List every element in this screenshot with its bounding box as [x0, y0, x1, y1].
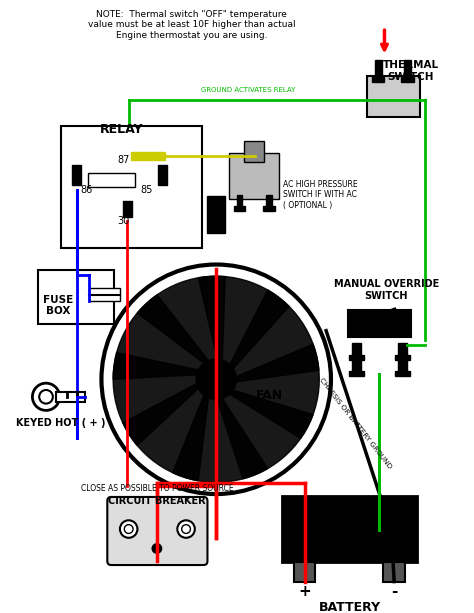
Bar	[88, 173, 135, 187]
Text: 30: 30	[117, 216, 129, 226]
Circle shape	[32, 383, 60, 410]
Bar	[401, 77, 414, 82]
Bar	[266, 196, 272, 209]
Circle shape	[101, 265, 331, 494]
Bar	[395, 371, 410, 376]
Text: +: +	[298, 584, 311, 599]
Text: THERMAL
SWITCH: THERMAL SWITCH	[383, 60, 439, 82]
Bar	[294, 562, 315, 582]
Bar	[372, 77, 384, 82]
Bar	[375, 60, 382, 80]
Circle shape	[182, 525, 191, 533]
Text: RELAY: RELAY	[100, 123, 143, 136]
Text: AC HIGH PRESSURE
SWITCH IF WITH AC
( OPTIONAL ): AC HIGH PRESSURE SWITCH IF WITH AC ( OPT…	[283, 180, 358, 210]
Bar	[245, 141, 264, 162]
Bar	[158, 166, 167, 185]
Bar	[347, 310, 410, 338]
Bar	[61, 126, 201, 248]
Circle shape	[177, 520, 195, 538]
Bar	[234, 206, 246, 211]
Bar	[123, 201, 132, 217]
FancyBboxPatch shape	[107, 497, 208, 565]
Polygon shape	[113, 295, 210, 379]
Polygon shape	[228, 344, 319, 438]
Bar	[38, 270, 114, 324]
Polygon shape	[228, 290, 319, 383]
Polygon shape	[123, 383, 209, 481]
Bar	[349, 355, 364, 360]
Bar	[208, 196, 225, 234]
Circle shape	[124, 525, 133, 533]
Circle shape	[153, 544, 161, 553]
Bar	[263, 206, 274, 211]
Text: GROUND ACTIVATES RELAY: GROUND ACTIVATES RELAY	[201, 88, 295, 93]
Bar	[395, 355, 410, 360]
Bar	[352, 343, 361, 358]
Bar	[229, 153, 280, 199]
Text: FUSE
BOX: FUSE BOX	[43, 295, 73, 316]
Circle shape	[197, 360, 236, 398]
Bar	[283, 496, 417, 562]
Text: KEYED HOT ( + ): KEYED HOT ( + )	[16, 418, 105, 428]
Polygon shape	[198, 276, 289, 370]
Bar	[404, 60, 410, 80]
Text: MANUAL OVERRIDE
SWITCH: MANUAL OVERRIDE SWITCH	[334, 279, 439, 301]
Text: BATTERY: BATTERY	[319, 601, 381, 613]
Text: -: -	[391, 584, 397, 599]
Bar	[398, 343, 407, 358]
Polygon shape	[113, 352, 201, 446]
Bar	[131, 151, 164, 161]
Bar	[352, 360, 361, 375]
Bar	[367, 76, 420, 116]
Text: 85: 85	[140, 185, 153, 194]
Circle shape	[39, 390, 53, 403]
Text: FAN: FAN	[256, 389, 283, 402]
Circle shape	[120, 520, 137, 538]
Polygon shape	[137, 276, 225, 365]
Text: NOTE:  Thermal switch "OFF" temperature
value must be at least 10F higher than a: NOTE: Thermal switch "OFF" temperature v…	[88, 10, 296, 39]
Bar	[89, 288, 120, 302]
Text: CHASSIS OR BATTERY GROUND: CHASSIS OR BATTERY GROUND	[318, 376, 392, 470]
Bar	[237, 196, 243, 209]
Text: CLOSE AS POSSIBLE TO POWER SOURCE: CLOSE AS POSSIBLE TO POWER SOURCE	[81, 484, 233, 493]
Bar	[383, 562, 405, 582]
Text: 87: 87	[117, 155, 129, 166]
Bar	[56, 392, 85, 402]
Bar	[72, 166, 81, 185]
Polygon shape	[173, 393, 268, 482]
Bar	[349, 371, 364, 376]
Polygon shape	[216, 389, 313, 479]
Text: CIRCUIT BREAKER: CIRCUIT BREAKER	[108, 496, 206, 506]
Bar	[398, 360, 407, 375]
Text: 86: 86	[80, 185, 92, 194]
